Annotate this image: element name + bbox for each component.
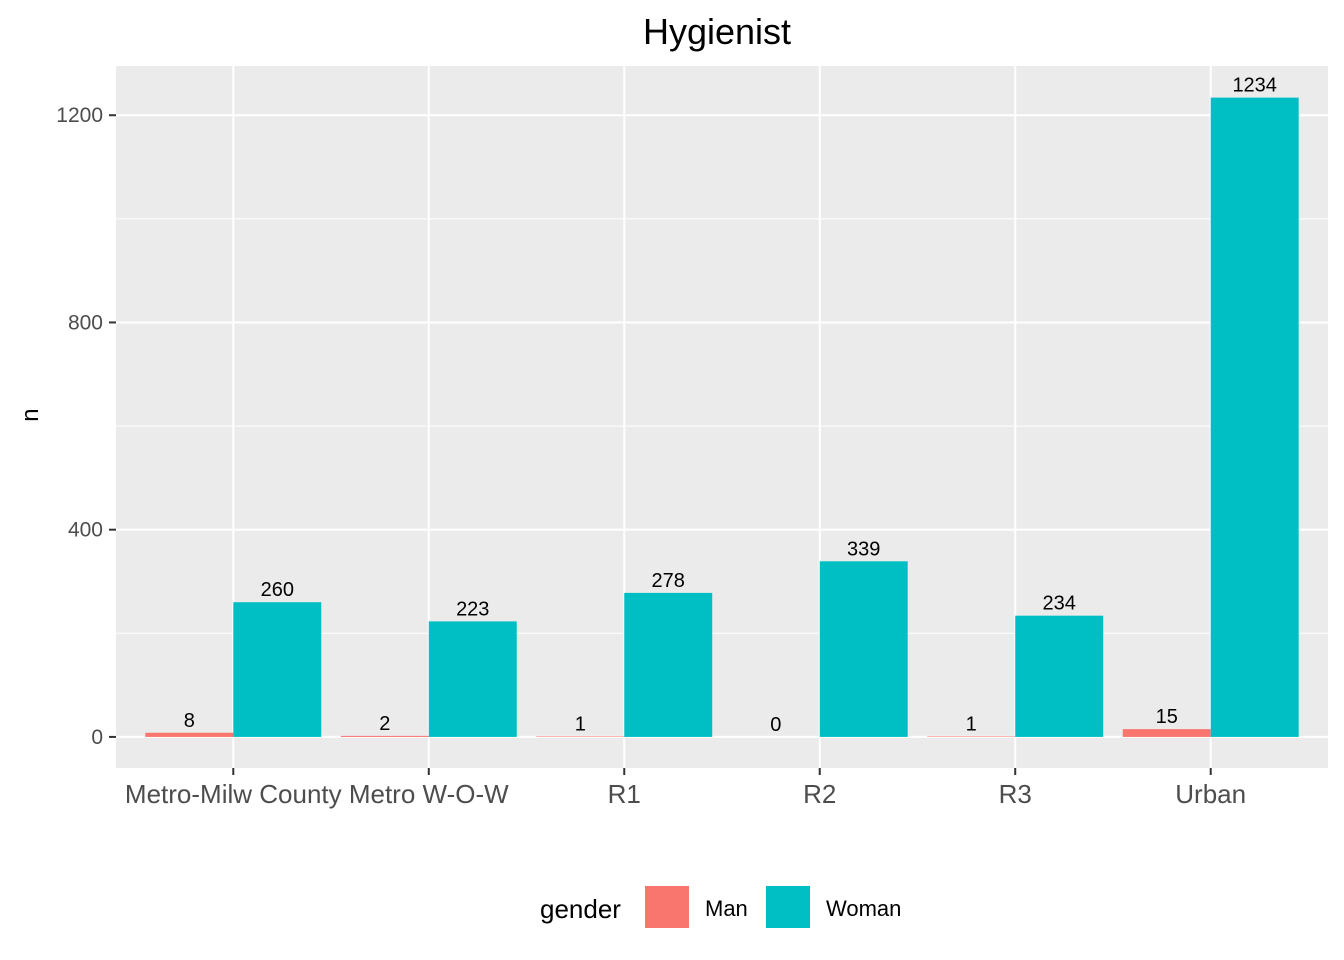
data-label: 1 [575,713,586,735]
y-tick-label: 0 [91,726,103,749]
x-tick-label: R1 [608,779,641,809]
legend: gender Man Woman [540,886,901,928]
x-tick-label: R3 [999,779,1032,809]
x-tick-label: Metro-Milw County [125,779,342,809]
data-label: 15 [1156,706,1178,728]
legend-key-man [645,886,689,928]
legend-title: gender [540,894,621,924]
y-tick-label: 1200 [56,104,103,127]
x-tick-label: Urban [1175,779,1246,809]
bar-woman [428,621,517,737]
data-label: 0 [770,714,781,736]
bar-man [145,732,234,737]
bar-man [340,735,429,737]
bar-woman [1015,615,1104,737]
bar-man [536,736,625,737]
chart-title: Hygienist [643,11,791,52]
data-label: 1 [966,713,977,735]
data-label: 223 [456,598,489,620]
data-label: 234 [1043,593,1076,615]
legend-key-woman [766,886,810,928]
data-labels: 8 2 1 0 1 15 260 223 278 339 234 1234 [184,75,1277,736]
y-axis-label: n [17,408,44,421]
axis-ticks: 0 400 800 1200 Metro-Milw County Metro W-O-W R… [56,104,1246,809]
x-tick-label: Metro W-O-W [349,779,509,809]
data-label: 2 [379,713,390,735]
bar-woman [1210,97,1299,737]
y-tick-label: 400 [68,519,103,542]
data-label: 1234 [1232,75,1277,97]
bar-man [927,736,1016,737]
bars [145,97,1299,737]
legend-label-woman: Woman [826,896,901,921]
bar-woman [819,561,908,737]
data-label: 339 [847,538,880,560]
bar-woman [624,592,713,737]
x-tick-label: R2 [803,779,836,809]
legend-label-man: Man [705,896,748,921]
data-label: 260 [261,579,294,601]
data-label: 8 [184,710,195,732]
y-tick-label: 800 [68,311,103,334]
bar-woman [233,602,322,737]
bar-man [1122,729,1211,737]
data-label: 278 [652,570,685,592]
